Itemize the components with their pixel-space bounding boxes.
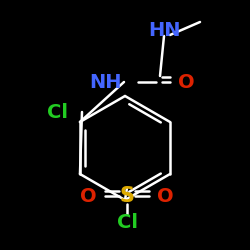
Text: NH: NH: [90, 72, 122, 92]
Text: Cl: Cl: [47, 102, 68, 122]
Text: O: O: [178, 72, 194, 92]
Text: HN: HN: [148, 20, 180, 40]
Text: Cl: Cl: [116, 212, 138, 232]
Text: O: O: [157, 186, 174, 206]
Text: S: S: [120, 186, 134, 206]
Text: O: O: [80, 186, 97, 206]
